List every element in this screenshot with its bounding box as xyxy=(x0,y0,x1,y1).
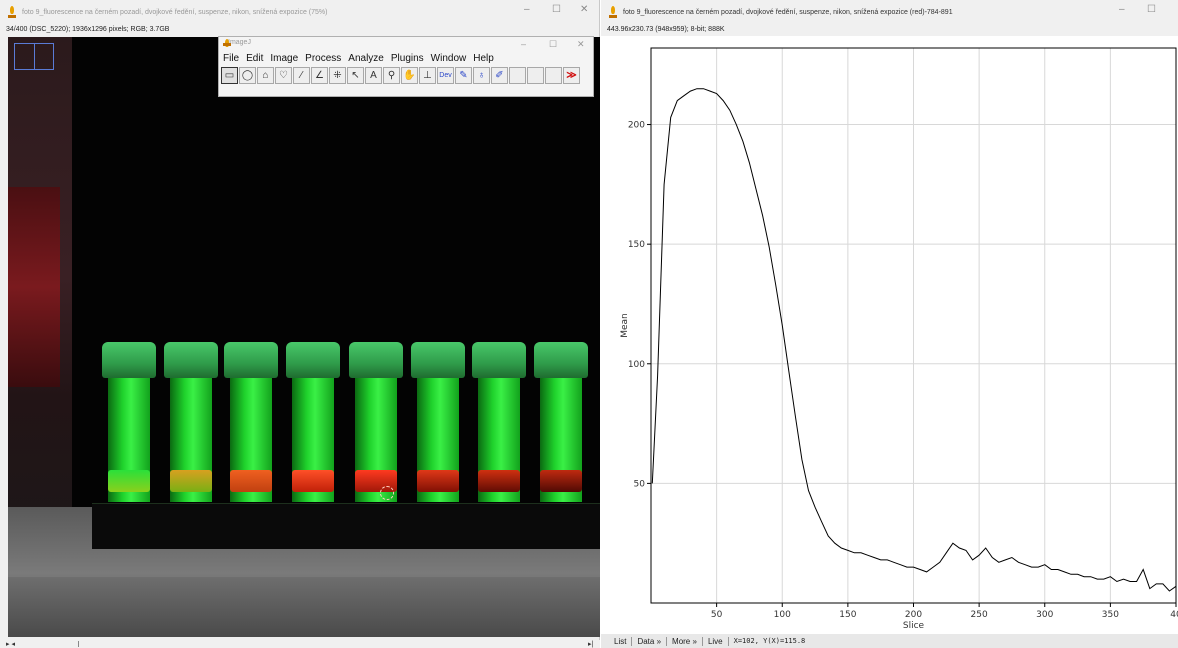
imagej-minimize-button[interactable]: – xyxy=(521,39,527,49)
empty-tool-2-icon[interactable] xyxy=(527,67,544,84)
plot-maximize-button[interactable]: ☐ xyxy=(1147,4,1156,15)
image-info: 34/400 (DSC_5220); 1936x1296 pixels; RGB… xyxy=(6,26,170,33)
plot-window-titlebar[interactable]: foto 9_fluorescence na černém pozadí, dv… xyxy=(601,0,1178,24)
x-tick-label: 100 xyxy=(774,610,791,620)
imagej-icon xyxy=(609,6,617,18)
vial xyxy=(534,342,588,502)
plot-data-button[interactable]: Data » xyxy=(632,636,668,646)
pencil-tool-icon[interactable]: ✐ xyxy=(491,67,508,84)
vial xyxy=(224,342,278,502)
imagej-title: ImageJ xyxy=(228,39,251,46)
empty-tool-1-icon[interactable] xyxy=(509,67,526,84)
plot-info: 443.96x230.73 (948x959); 8-bit; 888K xyxy=(607,26,725,33)
zoom-overview-indicator xyxy=(14,43,54,70)
y-tick-label: 150 xyxy=(628,240,645,250)
menu-edit[interactable]: Edit xyxy=(246,53,264,64)
scroll-arrows-left[interactable]: ▸ ◂ xyxy=(6,641,15,648)
polygon-tool-icon[interactable]: ⌂ xyxy=(257,67,274,84)
brush-tool-icon[interactable]: ✎ xyxy=(455,67,472,84)
zoom-tool-icon[interactable]: ⚲ xyxy=(383,67,400,84)
vial xyxy=(472,342,526,502)
menu-process[interactable]: Process xyxy=(305,53,342,64)
y-tick-label: 50 xyxy=(634,479,646,489)
menu-analyze[interactable]: Analyze xyxy=(348,53,384,64)
rectangle-tool-icon[interactable]: ▭ xyxy=(221,67,238,84)
image-window: foto 9_fluorescence na černém pozadí, dv… xyxy=(0,0,600,648)
empty-tool-3-icon[interactable] xyxy=(545,67,562,84)
flood-tool-icon[interactable]: ♁ xyxy=(473,67,490,84)
imagej-toolbar: ▭ ◯ ⌂ ♡ ⁄ ∠ ⁜ ↖ A ⚲ ✋ ⊥ Dev ✎ ♁ ✐ ≫ xyxy=(221,67,581,84)
close-button[interactable]: ✕ xyxy=(580,4,589,15)
imagej-icon xyxy=(8,6,16,18)
imagej-menubar: File Edit Image Process Analyze Plugins Window… xyxy=(223,53,494,64)
image-window-titlebar[interactable]: foto 9_fluorescence na černém pozadí, dv… xyxy=(0,0,599,24)
image-window-title: foto 9_fluorescence na černém pozadí, dv… xyxy=(22,8,328,16)
profile-line[interactable] xyxy=(651,88,1177,592)
vial xyxy=(286,342,340,502)
maximize-button[interactable]: ☐ xyxy=(552,4,561,15)
imagej-main-window: ImageJ – ☐ ✕ File Edit Image Process Analyze… xyxy=(218,36,594,97)
oval-roi-selection[interactable] xyxy=(380,486,394,500)
y-tick-label: 100 xyxy=(628,360,645,370)
menu-plugins[interactable]: Plugins xyxy=(390,53,424,64)
horizontal-scrollbar[interactable]: ▸ ◂ ▸| xyxy=(0,640,600,648)
oval-tool-icon[interactable]: ◯ xyxy=(239,67,256,84)
y-tick-label: 200 xyxy=(628,121,645,131)
plot-status-bar: List Data » More » Live X=102, Y(X)=115.8 xyxy=(601,634,1178,648)
photo-red-object xyxy=(8,187,60,387)
scroll-arrow-right[interactable]: ▸| xyxy=(588,641,594,648)
x-tick-label: 250 xyxy=(971,610,988,620)
x-axis-label: Slice xyxy=(903,621,925,631)
profile-plot[interactable]: 501001502002503003504050100150200SliceMe… xyxy=(601,36,1178,634)
plot-more-button[interactable]: More » xyxy=(667,636,703,646)
vial xyxy=(411,342,465,502)
text-tool-icon[interactable]: A xyxy=(365,67,382,84)
x-tick-label: 300 xyxy=(1036,610,1053,620)
image-canvas[interactable] xyxy=(8,37,600,637)
cursor-coordinates: X=102, Y(X)=115.8 xyxy=(733,637,806,645)
menu-file[interactable]: File xyxy=(223,53,240,64)
imagej-maximize-button[interactable]: ☐ xyxy=(549,39,558,49)
x-tick-label: 200 xyxy=(905,610,922,620)
dev-tool-icon[interactable]: Dev xyxy=(437,67,454,84)
plot-window: foto 9_fluorescence na černém pozadí, dv… xyxy=(601,0,1178,648)
minimize-button[interactable]: – xyxy=(524,4,530,15)
point-tool-icon[interactable]: ⁜ xyxy=(329,67,346,84)
scroll-thumb[interactable] xyxy=(78,641,588,647)
line-tool-icon[interactable]: ⁄ xyxy=(293,67,310,84)
x-tick-label: 40 xyxy=(1170,610,1178,620)
vial xyxy=(164,342,218,502)
imagej-titlebar[interactable]: ImageJ xyxy=(223,39,251,47)
dropper-tool-icon[interactable]: ⊥ xyxy=(419,67,436,84)
freehand-tool-icon[interactable]: ♡ xyxy=(275,67,292,84)
menu-image[interactable]: Image xyxy=(270,53,299,64)
vial xyxy=(349,342,403,502)
x-tick-label: 350 xyxy=(1102,610,1119,620)
photo-table-edge xyxy=(8,577,600,637)
photo-vial-tray xyxy=(92,503,600,549)
plot-list-button[interactable]: List xyxy=(609,636,633,646)
plot-live-button[interactable]: Live xyxy=(703,636,729,646)
hand-tool-icon[interactable]: ✋ xyxy=(401,67,418,84)
wand-tool-icon[interactable]: ↖ xyxy=(347,67,364,84)
x-tick-label: 50 xyxy=(711,610,723,620)
x-tick-label: 150 xyxy=(839,610,856,620)
plot-canvas[interactable]: 501001502002503003504050100150200SliceMe… xyxy=(601,36,1178,634)
imagej-close-button[interactable]: ✕ xyxy=(577,39,585,49)
menu-window[interactable]: Window xyxy=(430,53,467,64)
more-tools-icon[interactable]: ≫ xyxy=(563,67,580,84)
vial xyxy=(102,342,156,502)
menu-help[interactable]: Help xyxy=(473,53,494,64)
plot-minimize-button[interactable]: – xyxy=(1119,4,1125,15)
y-axis-label: Mean xyxy=(620,313,630,338)
plot-window-title: foto 9_fluorescence na černém pozadí, dv… xyxy=(623,8,953,16)
angle-tool-icon[interactable]: ∠ xyxy=(311,67,328,84)
